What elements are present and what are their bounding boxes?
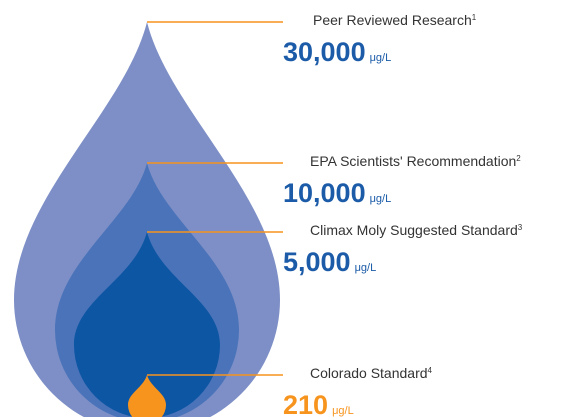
item-label: Climax Moly Suggested Standard3 bbox=[310, 222, 523, 238]
label-text: Colorado Standard bbox=[310, 365, 428, 381]
label-text: Peer Reviewed Research bbox=[313, 12, 472, 28]
value-text: 5,000 bbox=[283, 247, 351, 277]
item-value: 210 μg/L bbox=[283, 390, 354, 417]
infographic: Peer Reviewed Research1 30,000 μg/L EPA Sci… bbox=[0, 0, 563, 417]
value-text: 210 bbox=[283, 390, 328, 417]
footnote: 3 bbox=[518, 223, 523, 232]
unit-text: μg/L bbox=[355, 262, 377, 274]
footnote: 2 bbox=[516, 154, 521, 163]
unit-text: μg/L bbox=[332, 405, 354, 417]
item-label: Peer Reviewed Research1 bbox=[313, 12, 477, 28]
value-text: 10,000 bbox=[283, 178, 366, 208]
footnote: 4 bbox=[428, 366, 433, 375]
unit-text: μg/L bbox=[370, 193, 392, 205]
value-text: 30,000 bbox=[283, 37, 366, 67]
footnote: 1 bbox=[472, 13, 477, 22]
item-value: 10,000 μg/L bbox=[283, 178, 391, 208]
item-value: 30,000 μg/L bbox=[283, 37, 391, 67]
item-value: 5,000 μg/L bbox=[283, 247, 376, 277]
label-text: EPA Scientists' Recommendation bbox=[310, 153, 516, 169]
label-text: Climax Moly Suggested Standard bbox=[310, 222, 518, 238]
unit-text: μg/L bbox=[370, 52, 392, 64]
item-label: EPA Scientists' Recommendation2 bbox=[310, 153, 521, 169]
item-label: Colorado Standard4 bbox=[310, 365, 433, 381]
